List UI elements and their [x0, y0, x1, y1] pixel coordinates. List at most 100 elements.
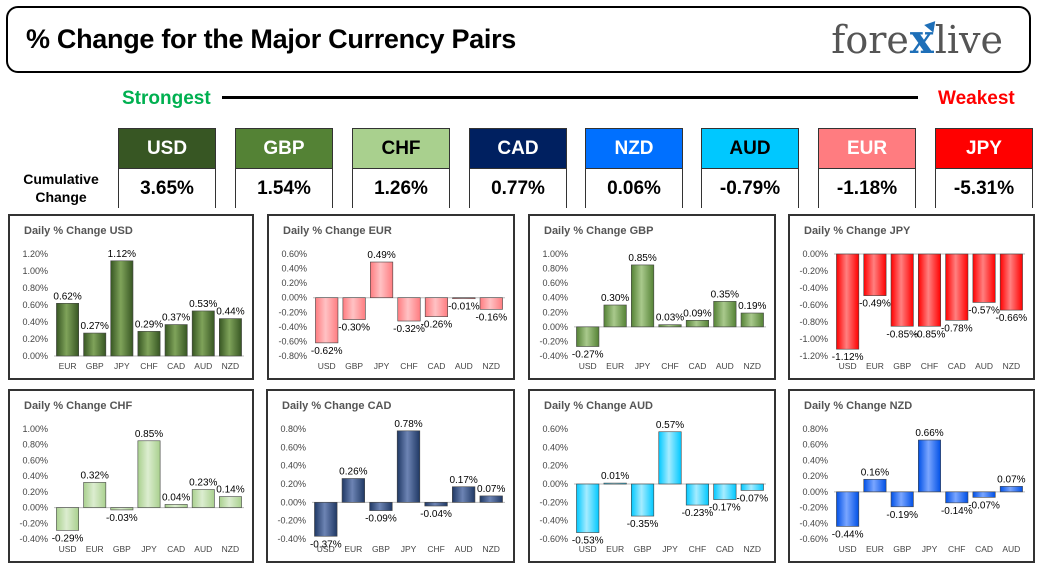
- y-tick-label: -0.60%: [799, 534, 828, 544]
- bar-nzd: [999, 253, 1023, 311]
- data-label: 0.26%: [339, 467, 367, 478]
- data-label: 0.66%: [915, 428, 943, 439]
- y-tick-label: 0.80%: [22, 283, 48, 293]
- x-tick-label: USD: [59, 544, 77, 554]
- y-tick-label: -0.20%: [799, 503, 828, 513]
- data-label: 0.07%: [477, 484, 505, 495]
- x-tick-label: AUD: [716, 361, 734, 371]
- y-tick-label: 0.40%: [22, 471, 48, 481]
- bar-gbp: [890, 491, 914, 508]
- x-tick-label: EUR: [606, 361, 624, 371]
- bar-jpy: [631, 264, 655, 328]
- bar-jpy: [137, 440, 161, 508]
- y-tick-label: 0.00%: [802, 249, 828, 259]
- x-tick-label: USD: [579, 544, 597, 554]
- bar-jpy: [658, 431, 682, 485]
- header-banner: % Change for the Major Currency Pairs fo…: [6, 6, 1031, 73]
- x-tick-label: USD: [839, 544, 857, 554]
- bar-usd: [314, 502, 338, 537]
- bar-aud: [191, 489, 215, 508]
- data-label: -0.78%: [941, 323, 973, 334]
- currency-box-eur: EUR -1.18%: [818, 128, 916, 208]
- y-tick-label: 0.80%: [802, 424, 828, 434]
- bar-jpy: [110, 260, 134, 357]
- y-tick-label: -0.60%: [278, 336, 307, 346]
- bar-chf: [658, 324, 682, 328]
- data-label: -0.35%: [627, 519, 659, 530]
- y-tick-label: 0.20%: [281, 278, 307, 288]
- chart-panel-gbp: Daily % Change GBP -0.40% -0.20% 0.00% 0.20%…: [528, 214, 776, 380]
- cumulative-label-line1: Cumulative: [23, 171, 99, 187]
- y-tick-label: -0.60%: [799, 300, 828, 310]
- y-tick-label: 0.20%: [542, 307, 568, 317]
- currency-box-nzd: NZD 0.06%: [585, 128, 683, 208]
- currency-code: CHF: [353, 129, 449, 169]
- chart-title: Daily % Change CHF: [24, 400, 132, 412]
- bar-chart-eur: Daily % Change EUR -0.80% -0.60% -0.40% -0.2…: [278, 225, 507, 371]
- x-tick-label: CAD: [688, 361, 706, 371]
- x-tick-label: EUR: [344, 544, 362, 554]
- chart-title: Daily % Change USD: [24, 225, 133, 237]
- cumulative-label-line2: Change: [35, 189, 87, 205]
- y-tick-label: -0.20%: [19, 518, 48, 528]
- currency-code: GBP: [236, 129, 332, 169]
- x-tick-label: AUD: [1002, 544, 1020, 554]
- data-label: 0.53%: [189, 299, 217, 310]
- y-tick-label: -1.00%: [799, 334, 828, 344]
- y-tick-label: -0.20%: [539, 497, 568, 507]
- data-label: -0.30%: [338, 323, 370, 334]
- x-tick-label: JPY: [922, 544, 938, 554]
- x-tick-label: JPY: [401, 544, 417, 554]
- weakest-label: Weakest: [938, 88, 1015, 109]
- data-label: -0.01%: [448, 301, 480, 312]
- x-tick-label: USD: [839, 361, 857, 371]
- x-tick-label: GBP: [113, 544, 131, 554]
- y-tick-label: -0.20%: [539, 336, 568, 346]
- x-tick-label: CAD: [427, 361, 445, 371]
- data-label: -1.12%: [832, 352, 864, 363]
- x-tick-label: CHF: [921, 361, 938, 371]
- bar-aud: [999, 486, 1023, 493]
- bar-jpy: [370, 261, 394, 299]
- data-label: -0.17%: [709, 503, 741, 514]
- bar-chf: [397, 297, 421, 322]
- bar-eur: [603, 482, 627, 485]
- x-tick-label: CAD: [167, 361, 185, 371]
- currency-box-usd: USD 3.65%: [118, 128, 216, 208]
- y-tick-label: 0.20%: [542, 461, 568, 471]
- x-tick-label: JPY: [114, 361, 130, 371]
- data-label: -0.27%: [572, 350, 604, 361]
- x-tick-label: JPY: [141, 544, 157, 554]
- currency-code: CAD: [470, 129, 566, 169]
- bar-nzd: [740, 483, 764, 491]
- bar-cad: [685, 320, 709, 328]
- x-tick-label: CAD: [716, 544, 734, 554]
- bar-aud: [972, 253, 996, 303]
- data-label: 0.85%: [135, 429, 163, 440]
- y-tick-label: 0.00%: [22, 351, 48, 361]
- data-label: 0.04%: [162, 492, 190, 503]
- bar-aud: [191, 310, 215, 357]
- y-tick-label: -0.40%: [799, 518, 828, 528]
- bar-chart-chf: Daily % Change CHF -0.40% -0.20% 0.00% 0.20%…: [19, 400, 244, 554]
- y-tick-label: 0.60%: [542, 424, 568, 434]
- logo-x-arrow-icon: x: [909, 16, 934, 63]
- y-tick-label: 0.20%: [22, 334, 48, 344]
- data-label: 0.35%: [711, 289, 739, 300]
- bar-usd: [56, 507, 79, 531]
- cumulative-change-label: Cumulative Change: [22, 170, 100, 206]
- chart-title: Daily % Change GBP: [544, 225, 653, 237]
- data-label: -0.62%: [311, 346, 343, 357]
- x-tick-label: GBP: [893, 361, 911, 371]
- bar-eur: [603, 304, 627, 328]
- bar-jpy: [396, 430, 421, 503]
- y-tick-label: -0.80%: [799, 317, 828, 327]
- chart-title: Daily % Change AUD: [544, 400, 653, 412]
- y-tick-label: -0.20%: [277, 516, 306, 526]
- bar-gbp: [890, 253, 914, 327]
- data-label: -0.09%: [365, 514, 397, 525]
- data-label: -0.29%: [52, 533, 84, 544]
- chart-title: Daily % Change JPY: [804, 225, 911, 237]
- x-tick-label: JPY: [635, 361, 651, 371]
- data-label: -0.04%: [420, 509, 452, 520]
